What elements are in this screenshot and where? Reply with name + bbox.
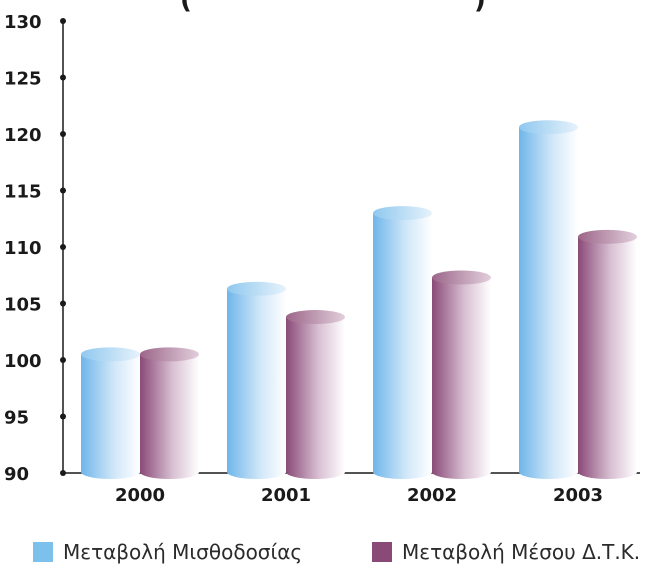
- y-tick-label: 120: [4, 125, 42, 146]
- x-tick-label: 2003: [553, 485, 603, 506]
- bar: [286, 310, 345, 479]
- bar-body: [432, 277, 491, 479]
- y-tick-label: 100: [4, 351, 42, 372]
- bar-cap: [578, 229, 637, 244]
- bar: [140, 347, 199, 479]
- bar-body: [140, 354, 199, 479]
- bar-body: [81, 354, 140, 479]
- y-tick-dot: [60, 131, 66, 137]
- y-tick-label: 110: [4, 238, 42, 259]
- x-axis-labels: 2000 2001 2002 2003: [115, 485, 603, 506]
- axes: 90 95 100 105 110 115 120 125 130: [4, 12, 640, 485]
- bar-cap: [227, 281, 286, 296]
- legend-item-series-1: Μεταβολή Μισθοδοσίας: [33, 540, 302, 564]
- bar-cap: [140, 347, 199, 362]
- bars: [81, 120, 637, 479]
- bar: [81, 347, 140, 479]
- bar-body: [373, 213, 432, 479]
- y-tick-dot: [60, 413, 66, 420]
- y-tick-dot: [60, 244, 66, 250]
- bar-cap: [373, 206, 432, 221]
- y-tick-dot: [60, 74, 66, 81]
- y-tick-label: 90: [4, 464, 29, 485]
- legend-swatch-series-2: [372, 542, 392, 562]
- bar-body: [286, 317, 345, 479]
- chart-title-right: ): [474, 0, 486, 15]
- x-tick-label: 2001: [261, 485, 311, 506]
- bar-cap: [432, 270, 491, 285]
- bar-cap: [519, 120, 578, 135]
- bar: [519, 120, 578, 479]
- y-tick-label: 115: [4, 182, 42, 203]
- x-tick-label: 2002: [407, 485, 457, 506]
- legend-swatch-series-1: [33, 542, 53, 562]
- y-tick-label: 105: [4, 295, 42, 316]
- x-tick-label: 2000: [115, 485, 165, 506]
- y-tick-dot: [60, 357, 66, 363]
- bar: [578, 229, 637, 479]
- legend: Μεταβολή Μισθοδοσίας Μεταβολή Μέσου Δ.Τ.…: [0, 540, 652, 568]
- legend-label-series-1: Μεταβολή Μισθοδοσίας: [63, 540, 303, 564]
- y-tick-label: 125: [4, 69, 42, 90]
- bar-body: [227, 288, 286, 479]
- y-tick-label: 95: [4, 408, 29, 429]
- bar-cap: [81, 347, 140, 362]
- bar-cap: [286, 310, 345, 325]
- legend-label-series-2: Μεταβολή Μέσου Δ.Τ.Κ.: [402, 540, 641, 564]
- bar-body: [519, 127, 578, 479]
- y-tick-dot: [60, 187, 66, 194]
- bar: [373, 206, 432, 479]
- chart-title-left: (: [180, 0, 192, 15]
- y-tick-dot: [60, 300, 66, 307]
- bar-body: [578, 236, 637, 479]
- y-tick-dot: [60, 470, 66, 476]
- bar: [432, 270, 491, 479]
- y-tick-dot: [60, 18, 66, 24]
- y-tick-label: 130: [4, 12, 42, 33]
- bar: [227, 281, 286, 479]
- legend-item-series-2: Μεταβολή Μέσου Δ.Τ.Κ.: [372, 540, 640, 564]
